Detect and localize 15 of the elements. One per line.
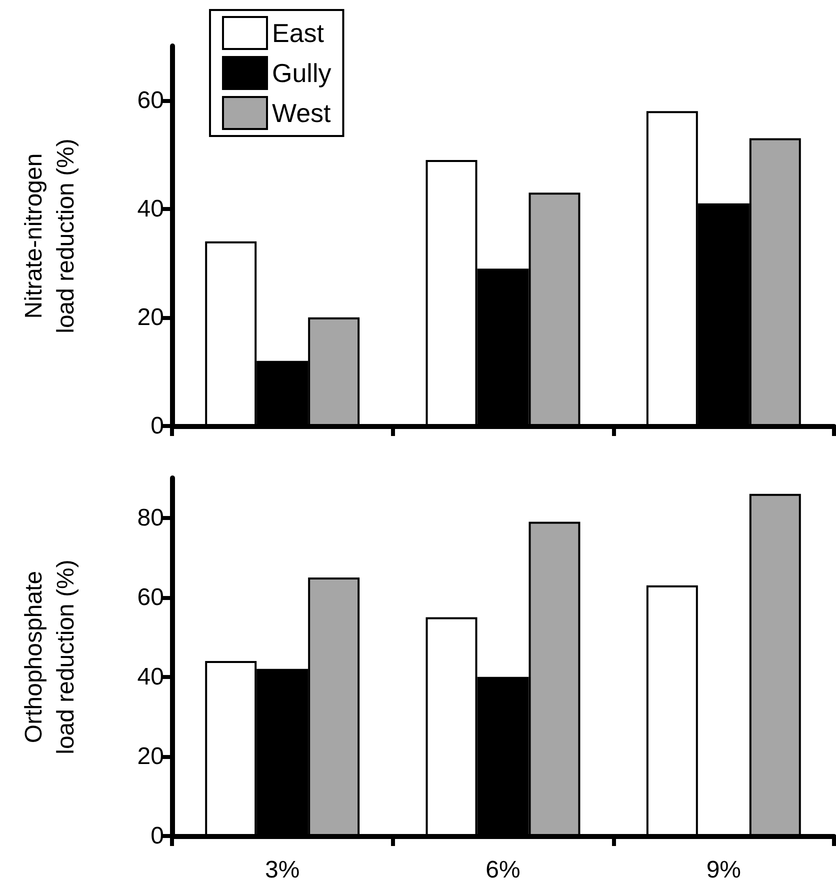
x-tick-label: 6% [486,856,520,884]
y-tick-label: 60 [137,86,164,114]
y-tick-label: 40 [137,195,164,222]
legend-label: Gully [272,58,332,88]
legend-label: East [272,18,325,48]
x-tick-label: 3% [264,856,300,884]
y-tick-label: 20 [137,304,164,331]
x-tick-label: 9% [706,856,742,884]
y-tick-label: 20 [137,742,164,770]
y-axis-title: Orthophosphate load reduction (%) [20,560,80,754]
y-tick-label: 40 [137,663,164,690]
y-tick-label: 80 [137,504,164,532]
y-axis-title: Nitrate-nitrogen load reduction (%) [20,138,80,334]
y-tick-label: 60 [137,584,164,611]
legend-label: West [272,98,332,128]
